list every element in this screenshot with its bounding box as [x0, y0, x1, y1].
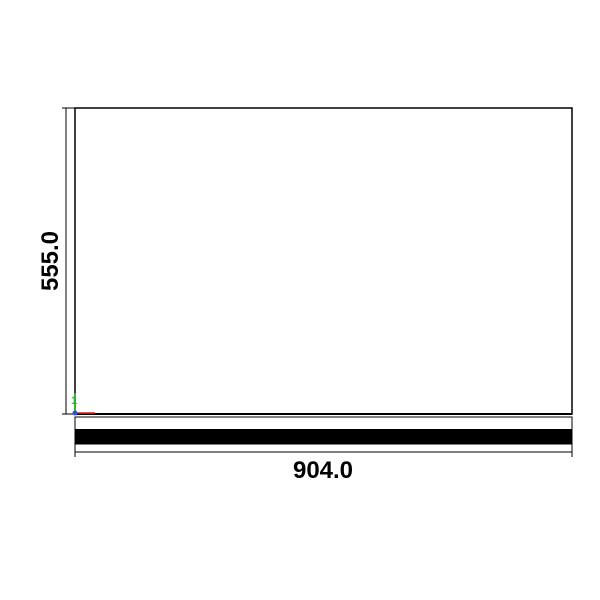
bottom-band — [75, 429, 572, 444]
y-axis-label: 1 — [71, 395, 77, 407]
main-rectangle — [74, 107, 573, 415]
height-dimension-label: 555.0 — [37, 231, 64, 291]
width-dimension-label: 904.0 — [293, 457, 353, 484]
axis-triad: 1 — [71, 393, 95, 416]
origin-dot — [72, 410, 78, 416]
